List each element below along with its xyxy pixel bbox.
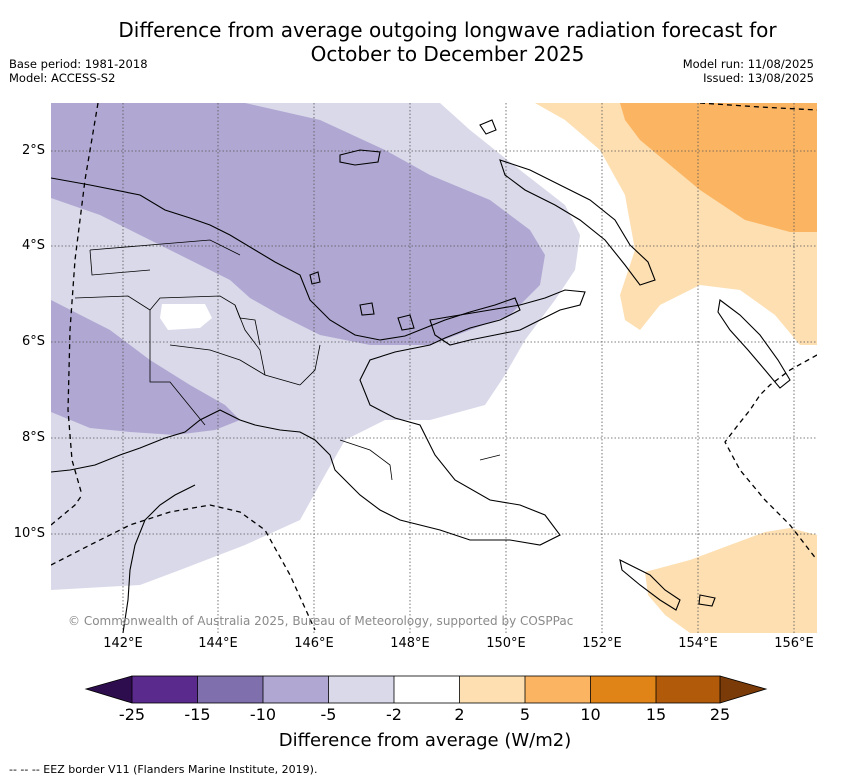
anomaly-region-mid-orange-ne bbox=[620, 103, 817, 232]
x-tick-label: 150°E bbox=[486, 636, 526, 651]
island bbox=[479, 119, 497, 135]
eez-borders bbox=[51, 103, 817, 631]
new-britain-coastline bbox=[429, 289, 586, 346]
island bbox=[359, 302, 375, 316]
eez-footnote: -- -- -- EEZ border V11 (Flanders Marine… bbox=[9, 763, 318, 776]
colorbar-swatch bbox=[394, 676, 460, 703]
province-boundaries bbox=[74, 239, 501, 481]
colorbar-extend-low bbox=[86, 676, 132, 703]
island bbox=[309, 271, 321, 285]
colorbar-label: -15 bbox=[184, 705, 211, 724]
colorbar-label: 15 bbox=[645, 705, 667, 724]
colorbar-label: -25 bbox=[118, 705, 146, 724]
colorbar-label: 2 bbox=[454, 705, 465, 724]
x-tick-label: 156°E bbox=[774, 636, 814, 651]
coastlines bbox=[51, 119, 791, 633]
colorbar-swatch bbox=[132, 676, 198, 703]
x-tick-label: 146°E bbox=[294, 636, 334, 651]
island bbox=[339, 149, 381, 166]
y-tick-label: 6°S bbox=[21, 334, 45, 349]
colorbar-swatch bbox=[656, 676, 720, 703]
copyright-notice: © Commonwealth of Australia 2025, Bureau… bbox=[68, 614, 574, 628]
x-tick-label: 154°E bbox=[678, 636, 718, 651]
x-tick-label: 144°E bbox=[198, 636, 238, 651]
colorbar-label: -5 bbox=[320, 705, 337, 724]
colorbar-swatch bbox=[459, 676, 525, 703]
y-tick-label: 2°S bbox=[21, 143, 45, 158]
colorbar-label: 25 bbox=[709, 705, 731, 724]
base-period: Base period: 1981-2018 bbox=[9, 57, 148, 71]
colorbar-swatch bbox=[263, 676, 329, 703]
island bbox=[698, 594, 716, 607]
colorbar-label: -10 bbox=[249, 705, 277, 724]
cape-york-coastline bbox=[122, 484, 196, 633]
model-run-date: Model run: 11/08/2025 bbox=[682, 57, 814, 71]
y-tick-label: 8°S bbox=[21, 430, 45, 445]
colorbar-outline bbox=[131, 675, 721, 704]
anomaly-region-mid-lavender bbox=[51, 103, 545, 345]
map-title: Difference from average outgoing longwav… bbox=[0, 18, 850, 66]
issued-date: Issued: 13/08/2025 bbox=[703, 71, 814, 85]
colorbar-title: Difference from average (W/m2) bbox=[278, 730, 572, 751]
colorbar-label: -2 bbox=[386, 705, 402, 724]
title-line-1: Difference from average outgoing longwav… bbox=[118, 18, 777, 42]
run-info: Model run: 11/08/2025 Issued: 13/08/2025 bbox=[683, 57, 814, 85]
y-tick-label: 4°S bbox=[21, 238, 45, 253]
title-line-2: October to December 2025 bbox=[310, 42, 585, 66]
island bbox=[619, 559, 681, 611]
new-guinea-coastline bbox=[51, 177, 561, 546]
colorbar-swatch bbox=[590, 676, 656, 703]
colorbar-label: 10 bbox=[580, 705, 601, 724]
anomaly-region-neutral-patch bbox=[160, 304, 212, 330]
x-tick-label: 148°E bbox=[390, 636, 430, 651]
colorbar-swatch bbox=[525, 676, 591, 703]
anomaly-region-light-orange-se bbox=[645, 528, 817, 633]
colorbar-swatch bbox=[328, 676, 394, 703]
base-period-info: Base period: 1981-2018 Model: ACCESS-S2 bbox=[9, 57, 148, 85]
anomaly-region-mid-lavender-2 bbox=[51, 300, 240, 435]
colorbar-extend-high bbox=[720, 676, 766, 703]
solomon-islands-coastline bbox=[717, 299, 791, 389]
island bbox=[397, 314, 415, 331]
colorbar-label: 5 bbox=[519, 705, 531, 724]
y-tick-label: 10°S bbox=[13, 526, 45, 541]
x-tick-label: 152°E bbox=[582, 636, 622, 651]
model-name: Model: ACCESS-S2 bbox=[9, 71, 116, 85]
colorbar-swatch bbox=[197, 676, 263, 703]
x-tick-label: 142°E bbox=[103, 636, 143, 651]
new-ireland-coastline bbox=[499, 159, 656, 286]
